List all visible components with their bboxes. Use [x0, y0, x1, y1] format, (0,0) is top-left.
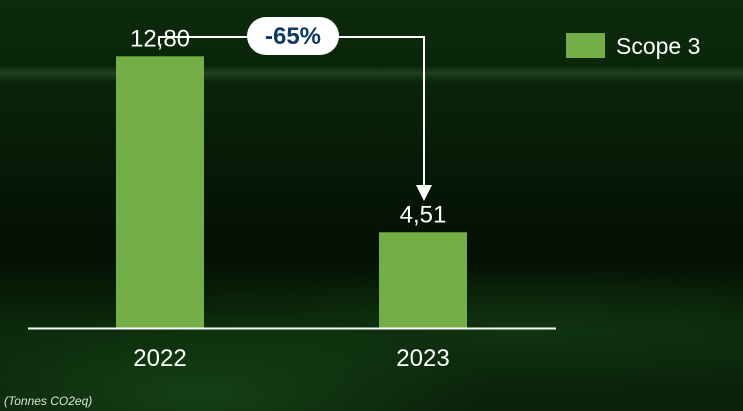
legend-label-scope-3: Scope 3	[616, 33, 700, 59]
unit-note: (Tonnes CO2eq)	[4, 394, 93, 408]
bar-2022	[116, 56, 204, 328]
change-percent-label: -65%	[265, 23, 321, 50]
legend-swatch-scope-3	[566, 33, 605, 58]
x-tick-label-2022: 2022	[133, 345, 186, 372]
change-badge	[247, 17, 339, 55]
bars-layer: 12,804,51	[116, 25, 467, 328]
bar-2023	[379, 232, 467, 328]
legend: Scope 3	[566, 33, 700, 59]
value-label-2023: 4,51	[400, 201, 447, 228]
change-arrow-head	[416, 185, 432, 201]
x-tick-label-2023: 2023	[396, 345, 449, 372]
